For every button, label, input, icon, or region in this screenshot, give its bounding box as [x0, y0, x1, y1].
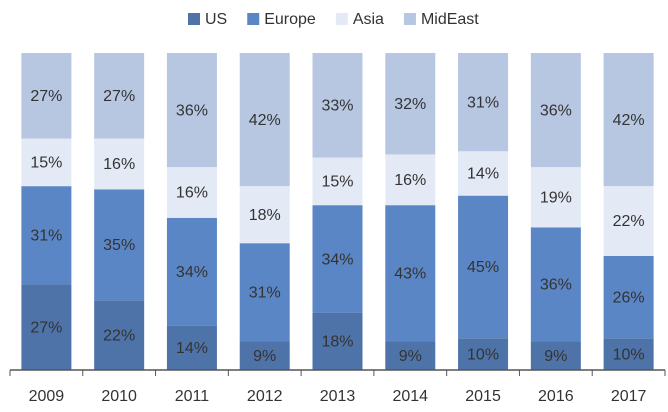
bar-segment	[239, 341, 290, 370]
bar-segment	[312, 157, 363, 206]
legend-swatch	[247, 13, 260, 25]
bar-segment	[530, 167, 581, 228]
bar-segment	[530, 341, 581, 370]
bar-segment	[530, 53, 581, 168]
data-label: 10%	[467, 346, 499, 363]
x-tick-label: 2011	[175, 388, 210, 405]
bar-segment	[458, 338, 509, 370]
data-label: 18%	[321, 334, 353, 351]
bar-segment	[239, 53, 290, 187]
data-label: 16%	[176, 185, 208, 202]
bar-segment	[239, 243, 290, 342]
data-label: 9%	[399, 348, 422, 365]
bar-segment	[312, 53, 363, 158]
legend-label: Europe	[264, 11, 316, 28]
data-label: 42%	[613, 112, 645, 129]
bar-segment	[458, 53, 509, 152]
data-label: 19%	[540, 189, 572, 206]
data-label: 42%	[249, 112, 281, 129]
bar-segment	[94, 138, 145, 190]
legend-swatch	[335, 13, 348, 25]
bar-segment	[166, 217, 217, 326]
x-tick-label: 2014	[392, 388, 428, 405]
legend-label: Asia	[353, 11, 384, 28]
data-label: 22%	[103, 327, 135, 344]
bar-segment	[94, 300, 145, 370]
x-tick-label: 2012	[247, 388, 283, 405]
bar-segment	[94, 53, 145, 139]
data-label: 32%	[394, 96, 426, 113]
data-label: 27%	[103, 88, 135, 105]
bar-segment	[166, 53, 217, 168]
data-label: 36%	[540, 277, 572, 294]
data-label: 14%	[467, 166, 499, 183]
bar-segment	[21, 284, 72, 370]
bar-segment	[312, 312, 363, 370]
data-label: 9%	[253, 348, 276, 365]
data-label: 27%	[30, 88, 62, 105]
data-label: 26%	[613, 289, 645, 306]
bar-segment	[458, 151, 509, 196]
bar-segment	[239, 186, 290, 244]
x-tick-label: 2010	[101, 388, 137, 405]
data-label: 14%	[176, 340, 208, 357]
data-label: 9%	[544, 348, 567, 365]
bar-segment	[21, 53, 72, 139]
data-label: 43%	[394, 266, 426, 283]
legend-swatch	[403, 13, 416, 25]
x-tick-label: 2015	[465, 388, 501, 405]
x-tick-label: 2017	[611, 388, 647, 405]
legend-label: MidEast	[421, 11, 479, 28]
data-label: 36%	[176, 102, 208, 119]
legend-label: US	[205, 11, 227, 28]
data-label: 36%	[540, 102, 572, 119]
data-label: 16%	[394, 172, 426, 189]
data-label: 31%	[30, 227, 62, 244]
data-label: 15%	[321, 174, 353, 191]
x-tick-label: 2013	[320, 388, 356, 405]
data-label: 33%	[321, 98, 353, 115]
bar-segment	[21, 138, 72, 187]
data-label: 22%	[613, 213, 645, 230]
data-label: 35%	[103, 237, 135, 254]
data-label: 31%	[467, 94, 499, 111]
bar-segment	[385, 53, 436, 155]
data-label: 27%	[30, 319, 62, 336]
bar-segment	[385, 154, 436, 206]
x-tick-label: 2016	[538, 388, 574, 405]
data-label: 31%	[249, 285, 281, 302]
bar-segment	[312, 205, 363, 313]
bar-segment	[603, 186, 654, 256]
legend-swatch	[188, 13, 200, 25]
data-label: 16%	[103, 156, 135, 173]
data-label: 45%	[467, 259, 499, 276]
bar-segment	[21, 186, 72, 285]
data-label: 15%	[30, 155, 62, 172]
bar-segment	[603, 53, 654, 187]
bar-segment	[385, 205, 436, 342]
bar-segment	[603, 255, 654, 339]
bar-segment	[94, 189, 145, 301]
data-label: 10%	[613, 346, 645, 363]
bar-segment	[603, 338, 654, 370]
bar-segment	[530, 227, 581, 342]
data-label: 18%	[249, 207, 281, 224]
bar-segment	[458, 195, 509, 339]
data-label: 34%	[321, 251, 353, 268]
x-tick-label: 2009	[29, 388, 65, 405]
bar-segment	[166, 325, 217, 370]
data-label: 34%	[176, 264, 208, 281]
bar-segment	[166, 167, 217, 218]
bar-segment	[385, 341, 436, 370]
